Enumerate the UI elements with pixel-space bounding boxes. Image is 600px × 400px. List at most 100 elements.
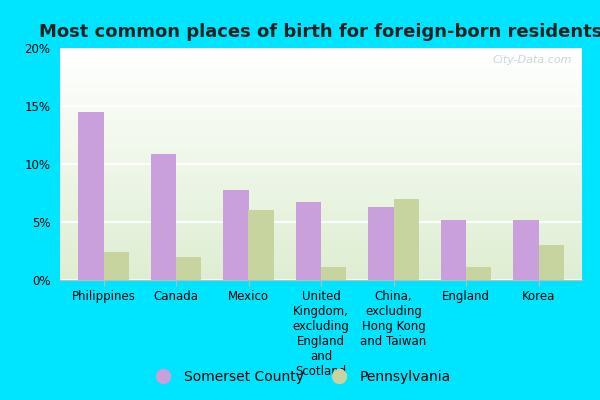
Bar [60, 243, 582, 245]
Bar [60, 275, 582, 278]
Bar [60, 264, 582, 266]
Bar [60, 60, 582, 62]
Bar [60, 206, 582, 208]
Bar [60, 138, 582, 141]
Bar [60, 83, 582, 85]
Bar [60, 208, 582, 210]
Text: City-Data.com: City-Data.com [492, 55, 572, 65]
Bar [60, 55, 582, 57]
Bar [60, 134, 582, 136]
Bar [60, 194, 582, 196]
Bar [60, 201, 582, 204]
Bar [60, 182, 582, 185]
Bar [60, 176, 582, 178]
Bar [60, 129, 582, 132]
Bar [321, 267, 346, 280]
Bar [60, 118, 582, 120]
Bar [60, 204, 582, 206]
Bar [60, 240, 582, 243]
Bar [60, 124, 582, 127]
Bar [60, 190, 582, 192]
Bar [60, 215, 582, 217]
Bar [60, 248, 582, 250]
Bar [60, 159, 582, 162]
Bar [539, 245, 564, 280]
Bar [60, 273, 582, 275]
Bar [60, 180, 582, 182]
Bar [60, 71, 582, 74]
Bar [60, 173, 582, 176]
Bar [60, 106, 582, 108]
Bar [60, 199, 582, 201]
Bar [60, 227, 582, 229]
Bar [60, 157, 582, 159]
Bar [60, 150, 582, 152]
Bar [60, 155, 582, 157]
Bar [60, 66, 582, 69]
Bar [60, 99, 582, 101]
Bar [60, 64, 582, 66]
Bar [223, 190, 248, 280]
Bar [60, 192, 582, 194]
Bar [60, 143, 582, 146]
Bar [60, 229, 582, 231]
Bar [60, 266, 582, 268]
Bar [60, 257, 582, 259]
Bar [60, 213, 582, 215]
Bar [368, 207, 394, 280]
Bar [60, 166, 582, 169]
Bar [60, 76, 582, 78]
Bar [60, 254, 582, 257]
Bar [60, 88, 582, 90]
Bar [60, 236, 582, 238]
Bar [60, 104, 582, 106]
Bar [60, 85, 582, 88]
Bar [60, 69, 582, 71]
Bar [60, 224, 582, 227]
Bar [60, 231, 582, 234]
Bar [60, 152, 582, 155]
Bar [60, 57, 582, 60]
Bar [60, 132, 582, 134]
Bar [60, 222, 582, 224]
Bar [60, 111, 582, 113]
Bar [60, 238, 582, 240]
Bar [104, 252, 129, 280]
Bar [60, 259, 582, 262]
Bar [60, 122, 582, 124]
Bar [151, 154, 176, 280]
Bar [60, 92, 582, 94]
Bar [60, 262, 582, 264]
Bar [466, 267, 491, 280]
Bar [60, 217, 582, 220]
Bar [513, 220, 539, 280]
Bar [60, 74, 582, 76]
Bar [60, 120, 582, 122]
Bar [60, 80, 582, 83]
Bar [60, 162, 582, 164]
Bar [60, 171, 582, 173]
Bar [60, 234, 582, 236]
Bar [296, 202, 321, 280]
Bar [248, 210, 274, 280]
Bar [60, 108, 582, 111]
Bar [60, 148, 582, 150]
Bar [60, 210, 582, 213]
Bar [60, 252, 582, 254]
Bar [60, 136, 582, 138]
Bar [60, 78, 582, 80]
Bar [60, 178, 582, 180]
Bar [60, 113, 582, 115]
Bar [394, 199, 419, 280]
Bar [60, 50, 582, 53]
Bar [60, 271, 582, 273]
Bar [60, 146, 582, 148]
Bar [60, 53, 582, 55]
Bar [60, 278, 582, 280]
Bar [60, 164, 582, 166]
Bar [60, 48, 582, 50]
Bar [60, 220, 582, 222]
Bar [60, 90, 582, 92]
Bar [60, 187, 582, 190]
Bar [60, 169, 582, 171]
